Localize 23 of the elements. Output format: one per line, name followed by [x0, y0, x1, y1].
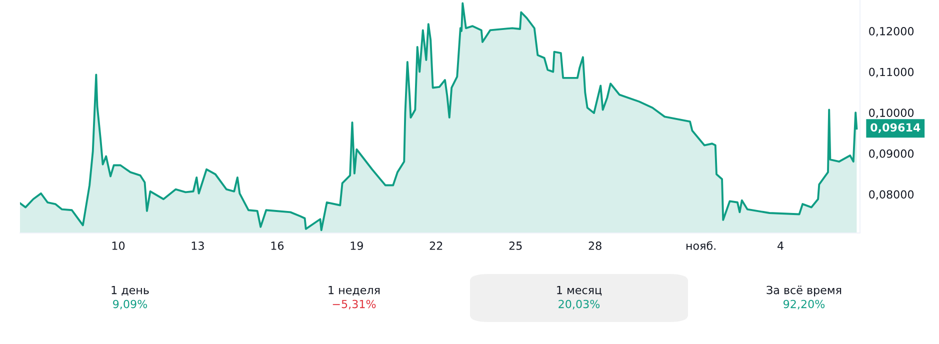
text: За всё время: [766, 286, 842, 296]
x-tick-label: 10: [112, 242, 125, 250]
text: 1 месяц: [557, 286, 602, 296]
y-tick-label: 0,11000: [869, 68, 914, 78]
x-tick-label: 22: [430, 242, 442, 250]
x-tick-label: 28: [588, 242, 602, 250]
annotation: 0,09614: [870, 123, 920, 134]
x-tick-label: нояб.: [686, 241, 716, 250]
x-tick-label: 19: [350, 242, 363, 250]
y-tick-label: 0,10000: [869, 108, 914, 118]
x-tick-label: 25: [509, 242, 522, 250]
text: 1 день: [112, 286, 149, 296]
text: 20,03%: [558, 300, 600, 310]
text: −5,31%: [332, 300, 376, 310]
text: 9,09%: [113, 300, 148, 310]
text: 1 неделя: [328, 286, 380, 296]
x-tick-label: 4: [778, 242, 784, 250]
text: 92,20%: [784, 300, 825, 310]
x-tick-label: 13: [192, 242, 204, 250]
y-tick-label: 0,12000: [869, 26, 914, 37]
y-tick-label: 0,08000: [869, 190, 914, 200]
x-tick-label: 16: [271, 242, 284, 250]
y-tick-label: 0,09000: [869, 149, 914, 159]
